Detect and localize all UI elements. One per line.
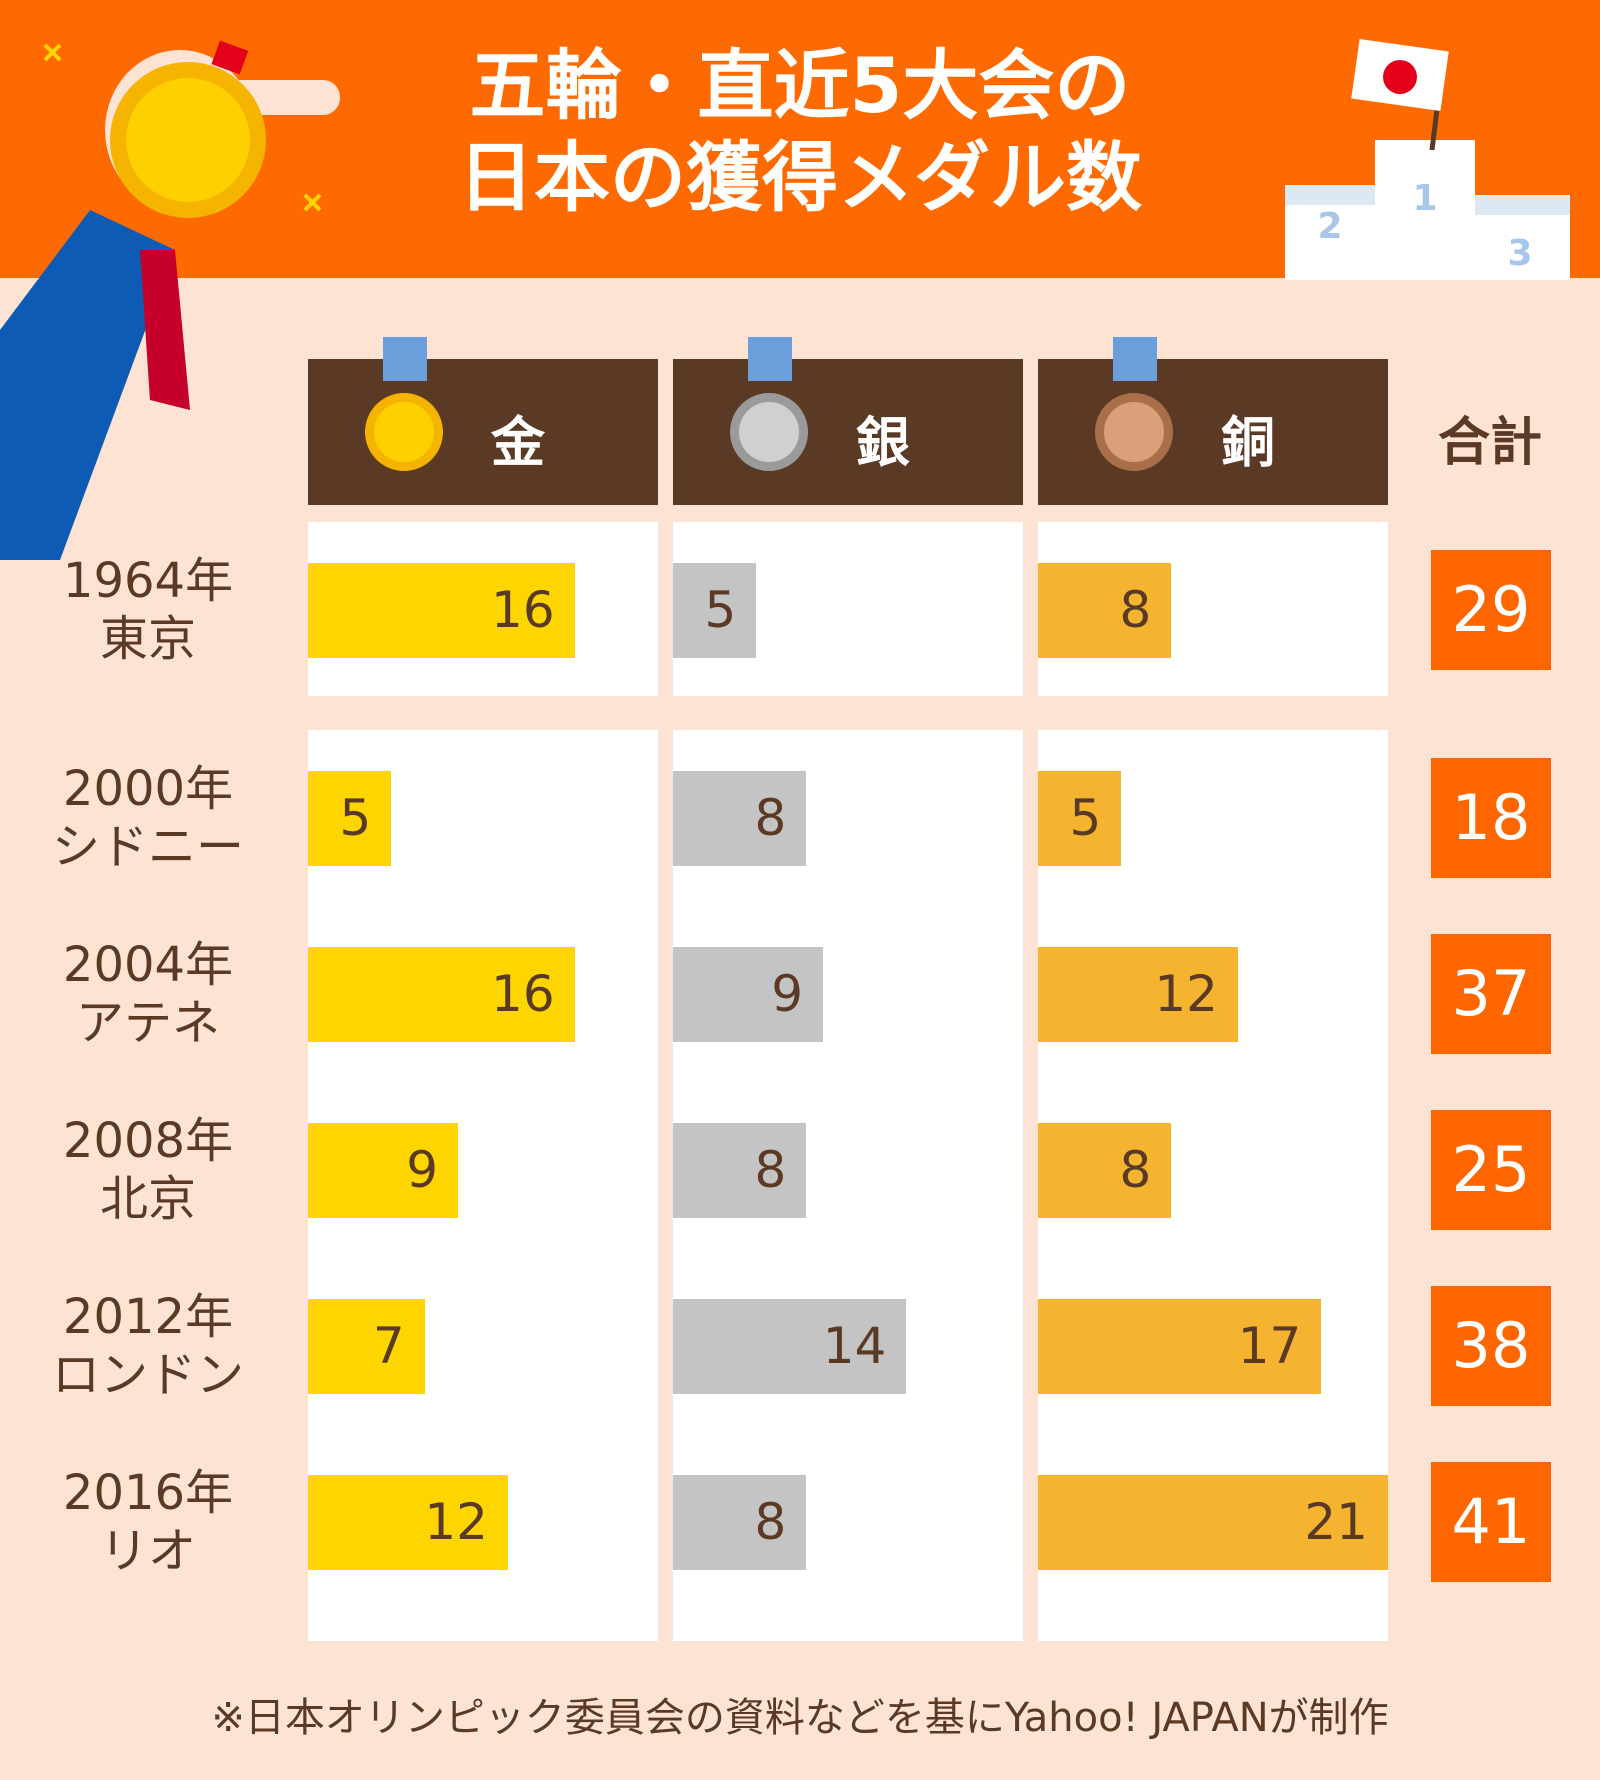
bar xyxy=(673,770,807,866)
bar xyxy=(673,1474,807,1570)
bar xyxy=(1038,1122,1172,1218)
medal-icon xyxy=(365,393,443,471)
value-label: 8 xyxy=(754,789,787,847)
value-label: 17 xyxy=(1237,1317,1302,1375)
value-label: 8 xyxy=(754,1493,787,1551)
ribbon xyxy=(383,337,427,381)
value-label: 8 xyxy=(1119,581,1152,639)
bar xyxy=(308,562,575,658)
svg-text:1: 1 xyxy=(1412,178,1437,219)
bar xyxy=(1038,1474,1388,1570)
bar xyxy=(308,1474,508,1570)
bar xyxy=(673,946,823,1042)
medal-icon xyxy=(730,393,808,471)
value-label: 9 xyxy=(771,965,803,1023)
category-label: 1964年 東京 xyxy=(62,553,234,667)
value-label: 16 xyxy=(491,581,555,639)
decoration: 2 1 3 xyxy=(0,39,1570,560)
bar xyxy=(673,1298,907,1394)
bar xyxy=(308,946,575,1042)
svg-text:2: 2 xyxy=(1317,206,1342,247)
category-label: 2012年 ロンドン xyxy=(51,1289,244,1403)
ribbon xyxy=(748,337,792,381)
series-name: 銀 xyxy=(856,411,910,474)
value-label: 5 xyxy=(1069,789,1102,847)
series-name: 金 xyxy=(491,411,545,474)
value-label: 8 xyxy=(1119,1141,1152,1199)
category-label: 2004年 アテネ xyxy=(62,937,234,1051)
bar xyxy=(308,770,392,866)
note: ※日本オリンピック委員会の資料などを基にYahoo! JAPANが制作 xyxy=(211,1695,1389,1741)
total-box: 29 xyxy=(1431,550,1551,670)
total-box: 38 xyxy=(1431,1286,1551,1406)
category-label: 2000年 シドニー xyxy=(51,761,244,875)
total-box: 37 xyxy=(1431,934,1551,1054)
bar xyxy=(673,562,757,658)
bar xyxy=(1038,770,1122,866)
bar xyxy=(308,1298,425,1394)
category-label: 2008年 北京 xyxy=(62,1113,234,1227)
bar xyxy=(308,1122,458,1218)
value-label: 8 xyxy=(754,1141,787,1199)
category-label: 2016年 リオ xyxy=(62,1465,234,1579)
series-name: 銅 xyxy=(1221,411,1275,474)
value-label: 12 xyxy=(424,1493,488,1551)
bar xyxy=(1038,562,1172,658)
bar xyxy=(673,1122,807,1218)
value-label: 7 xyxy=(372,1317,405,1375)
total-box: 25 xyxy=(1431,1110,1551,1230)
bar xyxy=(1038,946,1238,1042)
value-label: 16 xyxy=(491,965,555,1023)
chart-title: 五輪・直近5大会の 日本の獲得メダル数 xyxy=(458,41,1142,222)
ribbon xyxy=(1113,337,1157,381)
value-label: 9 xyxy=(406,1141,438,1199)
totals-header: 合計 xyxy=(1437,413,1542,473)
bar xyxy=(1038,1298,1322,1394)
medal-icon xyxy=(1095,393,1173,471)
value-label: 21 xyxy=(1304,1493,1368,1551)
value-label: 14 xyxy=(822,1317,887,1375)
value-label: 5 xyxy=(704,581,737,639)
total-box: 41 xyxy=(1431,1462,1551,1582)
value-label: 12 xyxy=(1154,965,1218,1023)
svg-text:3: 3 xyxy=(1507,233,1532,274)
total-box: 18 xyxy=(1431,758,1551,878)
value-label: 5 xyxy=(339,789,372,847)
